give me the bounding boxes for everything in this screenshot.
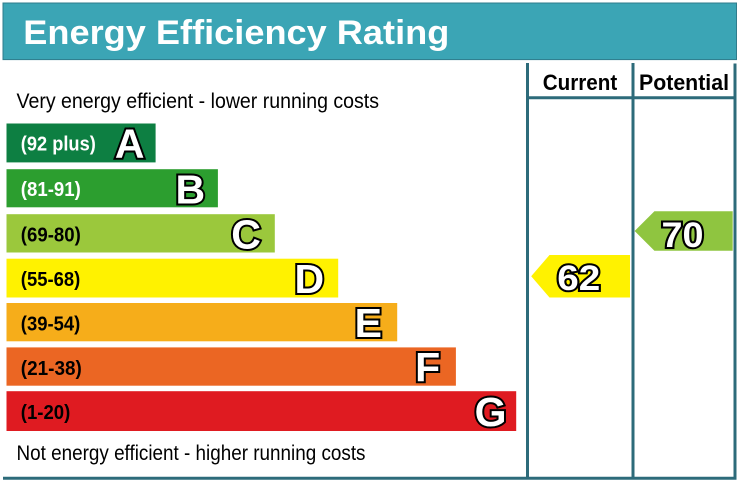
svg-text:(81-91): (81-91): [21, 178, 81, 201]
svg-text:Not energy efficient - higher: Not energy efficient - higher running co…: [17, 441, 366, 465]
svg-text:Very energy efficient - lower: Very energy efficient - lower running co…: [17, 89, 380, 113]
svg-text:(92 plus): (92 plus): [21, 133, 96, 156]
svg-text:(1-20): (1-20): [21, 401, 71, 424]
svg-text:Potential: Potential: [639, 70, 729, 95]
svg-text:A: A: [115, 121, 145, 167]
svg-text:G: G: [475, 389, 507, 435]
svg-text:(21-38): (21-38): [21, 357, 82, 380]
svg-text:C: C: [231, 211, 261, 257]
svg-text:Current: Current: [543, 70, 618, 95]
svg-text:70: 70: [662, 216, 704, 255]
svg-text:(69-80): (69-80): [21, 224, 81, 247]
svg-text:62: 62: [557, 259, 600, 298]
svg-text:B: B: [175, 166, 205, 212]
svg-text:D: D: [294, 256, 324, 302]
svg-text:Energy Efficiency Rating: Energy Efficiency Rating: [23, 14, 449, 52]
svg-text:E: E: [355, 300, 382, 346]
svg-text:F: F: [415, 345, 440, 391]
svg-text:(55-68): (55-68): [21, 268, 81, 291]
svg-text:(39-54): (39-54): [21, 313, 81, 336]
